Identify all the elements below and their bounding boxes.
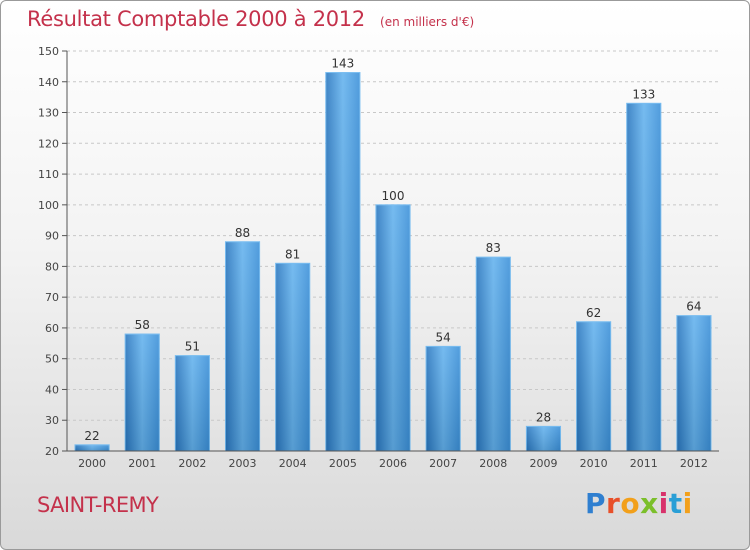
logo-letter: x	[640, 487, 659, 520]
commune-name: SAINT-REMY	[37, 493, 159, 517]
logo-letter: r	[606, 487, 621, 520]
logo-letter: o	[620, 487, 641, 520]
x-tick-label: 2010	[580, 457, 608, 470]
x-axis: 2000 2001 2002 2003 2004 2005 2006 2007 2008 2009…	[67, 450, 719, 470]
y-tick-label: 40	[45, 383, 59, 396]
x-tick-label: 2009	[529, 457, 557, 470]
y-tick-label: 90	[45, 230, 59, 243]
y-tick-label: 50	[45, 353, 59, 366]
data-label: 133	[632, 87, 655, 101]
y-tick-label: 80	[45, 260, 59, 273]
data-label: 83	[486, 241, 501, 255]
bar-shade	[275, 263, 310, 451]
data-label: 54	[436, 330, 451, 344]
y-tick-label: 150	[38, 45, 59, 58]
bar-shade	[426, 346, 461, 451]
y-tick-label: 70	[45, 291, 59, 304]
x-tick-label: 2002	[178, 457, 206, 470]
logo-letter: t	[668, 487, 683, 520]
x-tick-label: 2011	[630, 457, 658, 470]
unit-note: (en milliers d'€)	[380, 15, 475, 29]
bar-shade	[75, 444, 110, 451]
x-tick-label: 2000	[78, 457, 106, 470]
x-tick-label: 2008	[479, 457, 507, 470]
bar-shade	[576, 321, 611, 451]
logo-letter: i	[658, 487, 669, 520]
bar-shade	[476, 257, 511, 451]
data-label: 51	[185, 340, 200, 354]
bar-shade	[225, 241, 260, 451]
y-tick-label: 100	[38, 199, 59, 212]
y-tick-label: 20	[45, 445, 59, 458]
bars: 22 58 51 88 81 143 100 54 83 28 62 133 64	[74, 57, 712, 452]
chart-title: Résultat Comptable 2000 à 2012	[27, 7, 365, 31]
y-tick-label: 60	[45, 322, 59, 335]
y-tick-label: 110	[38, 168, 59, 181]
x-tick-label: 2001	[128, 457, 156, 470]
y-tick-label: 120	[38, 137, 59, 150]
x-tick-label: 2012	[680, 457, 708, 470]
data-label: 100	[382, 189, 405, 203]
y-axis: 20 30 40 50 60 70 80 90 100 110 120 130 140 150	[38, 45, 68, 458]
data-label: 88	[235, 226, 250, 240]
bar-shade	[626, 103, 661, 452]
proxiti-logo: Proxiti	[585, 487, 693, 520]
bar-shade	[175, 355, 210, 451]
y-tick-label: 130	[38, 107, 59, 120]
bar-shade	[325, 72, 360, 452]
y-tick-label: 30	[45, 414, 59, 427]
data-label: 143	[331, 57, 354, 71]
data-label: 22	[84, 429, 99, 443]
x-tick-label: 2005	[329, 457, 357, 470]
bar-shade	[125, 334, 160, 451]
title-row: Résultat Comptable 2000 à 2012 (en milli…	[27, 7, 474, 31]
data-label: 64	[686, 300, 701, 314]
x-tick-label: 2004	[279, 457, 307, 470]
logo-letter: i	[682, 487, 693, 520]
data-label: 28	[536, 410, 551, 424]
y-tick-label: 140	[38, 76, 59, 89]
data-label: 58	[135, 318, 150, 332]
bar-shade	[676, 315, 711, 451]
bar-shade	[526, 426, 561, 451]
x-tick-label: 2003	[229, 457, 257, 470]
data-label: 62	[586, 306, 601, 320]
x-tick-label: 2007	[429, 457, 457, 470]
bar-shade	[375, 204, 411, 451]
logo-letter: P	[585, 487, 607, 520]
data-label: 81	[285, 247, 300, 261]
x-tick-label: 2006	[379, 457, 407, 470]
